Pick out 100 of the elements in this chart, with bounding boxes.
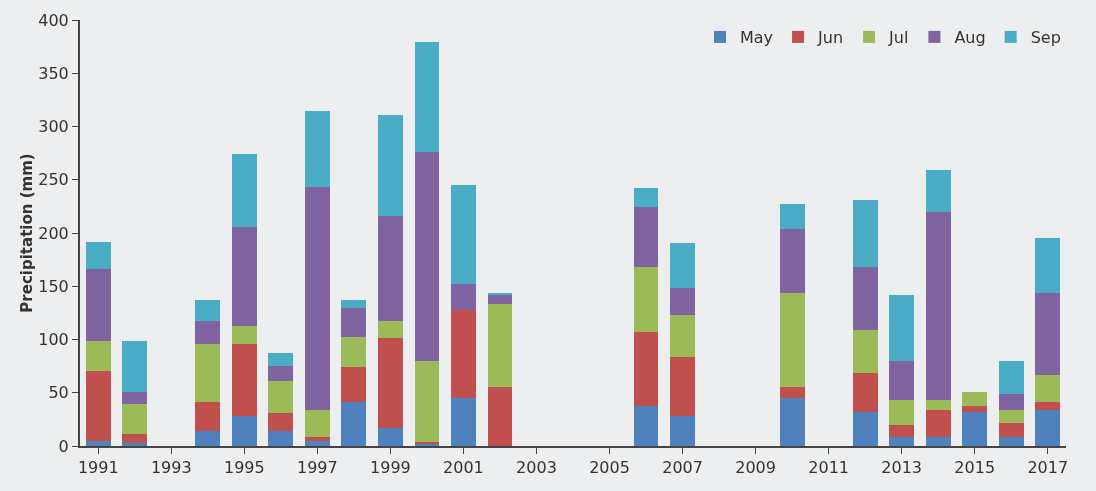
y-tick-label: 50: [48, 383, 69, 403]
x-tick-label: 1995: [223, 458, 265, 478]
bar: [122, 391, 148, 405]
bar: [487, 304, 513, 388]
bar: [670, 356, 695, 417]
x-tick-label: 2007: [662, 458, 703, 478]
bar: [998, 422, 1024, 438]
bar: [195, 431, 221, 446]
bar: [451, 309, 476, 399]
bar: [779, 204, 805, 229]
y-tick-label: 0: [58, 436, 69, 456]
bar: [633, 332, 659, 406]
bar: [962, 405, 988, 412]
bar: [779, 228, 805, 293]
bar: [195, 321, 221, 344]
bar: [487, 387, 513, 446]
bar: [487, 294, 513, 305]
bar: [85, 371, 111, 441]
bar: [268, 412, 294, 432]
y-tick-label: 150: [38, 276, 69, 296]
bar: [122, 434, 148, 443]
bar: [633, 207, 659, 268]
x-tick-label: 1997: [297, 458, 338, 478]
y-tick-label: 350: [38, 63, 69, 83]
bar: [779, 292, 805, 388]
y-tick-label: 100: [38, 330, 69, 350]
bar: [1035, 292, 1061, 375]
y-tick-label: 200: [38, 223, 69, 243]
bar: [304, 437, 330, 441]
bar: [670, 288, 695, 316]
bar: [451, 284, 476, 310]
x-tick-label: 2005: [589, 458, 630, 478]
bar: [998, 409, 1024, 423]
x-tick-label: 2003: [516, 458, 557, 478]
bar: [925, 437, 951, 446]
bar: [122, 442, 148, 446]
legend-label: Jun: [817, 28, 844, 48]
bar: [268, 431, 294, 446]
bar: [85, 241, 111, 270]
bar: [304, 409, 330, 438]
y-axis-title: Precipitation (mm): [18, 153, 37, 313]
bar: [85, 340, 111, 372]
x-tick-label: 1999: [370, 458, 411, 478]
bar: [268, 381, 294, 413]
bar: [1035, 374, 1061, 403]
bar: [231, 325, 257, 344]
bar: [231, 226, 257, 326]
bar: [852, 372, 878, 412]
bar: [304, 440, 330, 446]
bar: [852, 411, 878, 446]
bar: [268, 353, 294, 367]
bar: [231, 154, 257, 227]
bar: [414, 42, 440, 153]
bar: [889, 294, 915, 361]
legend-label: Jul: [888, 28, 909, 48]
bar: [852, 267, 878, 330]
x-tick-label: 2017: [1027, 458, 1069, 478]
bar: [1035, 238, 1061, 293]
bar: [1035, 402, 1061, 410]
bar: [304, 187, 330, 410]
bar: [852, 199, 878, 268]
bar: [487, 292, 513, 295]
bar: [889, 437, 915, 446]
bar: [341, 300, 367, 308]
bar: [195, 300, 221, 322]
bar: [341, 402, 367, 446]
bar: [852, 329, 878, 373]
bar: [925, 211, 951, 401]
bar: [377, 427, 403, 446]
y-tick-label: 300: [38, 117, 69, 137]
bar: [377, 114, 403, 216]
x-tick-label: 2013: [881, 458, 923, 478]
bar: [998, 437, 1024, 446]
bar: [962, 411, 988, 446]
bar: [195, 343, 221, 403]
x-tick-label: 1993: [150, 458, 192, 478]
bar: [670, 315, 695, 357]
bar: [377, 321, 403, 339]
bar: [122, 340, 148, 392]
bar: [304, 110, 330, 188]
bar: [998, 360, 1024, 394]
bar: [889, 400, 915, 425]
bar: [231, 343, 257, 417]
bar: [889, 424, 915, 438]
bar: [377, 338, 403, 428]
bar: [414, 360, 440, 442]
bar: [377, 215, 403, 322]
bar: [962, 391, 988, 406]
bar: [633, 267, 659, 333]
bar: [779, 387, 805, 399]
y-tick-label: 400: [38, 10, 69, 30]
x-tick-label: 2015: [954, 458, 996, 478]
bar: [231, 416, 257, 446]
bar: [451, 185, 476, 285]
bar: [122, 404, 148, 435]
bar: [670, 416, 695, 446]
bar: [341, 337, 367, 368]
bar: [925, 409, 951, 438]
bar: [889, 360, 915, 401]
y-tick-label: 250: [38, 170, 69, 190]
